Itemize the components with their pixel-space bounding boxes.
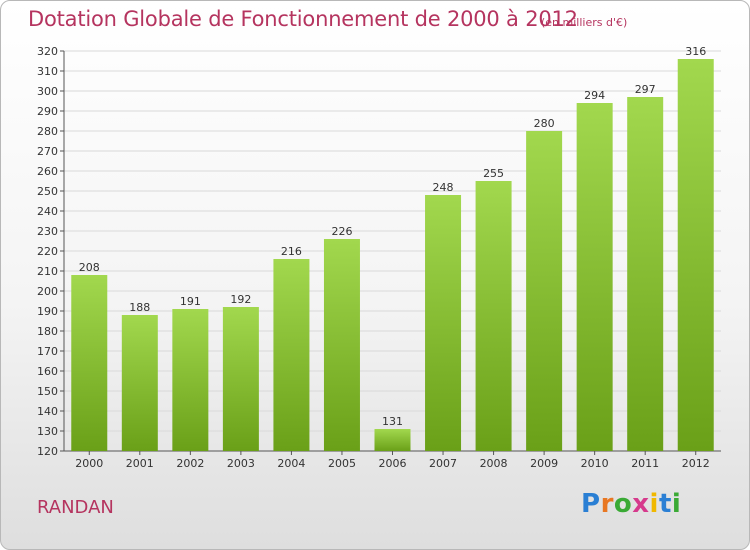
data-label-2004: 216 bbox=[281, 245, 302, 258]
data-label-2000: 208 bbox=[79, 261, 100, 274]
bar-2010 bbox=[576, 103, 613, 451]
x-tick-label-2003: 2003 bbox=[227, 457, 255, 470]
x-tick-label-2000: 2000 bbox=[75, 457, 103, 470]
logo-letter: r bbox=[600, 489, 614, 519]
logo-letter: i bbox=[671, 489, 682, 519]
bar-2003 bbox=[222, 307, 259, 451]
y-tick-label: 260 bbox=[37, 165, 58, 178]
bar-2007 bbox=[425, 195, 462, 451]
data-label-2006: 131 bbox=[382, 415, 403, 428]
y-tick-label: 160 bbox=[37, 365, 58, 378]
commune-name: RANDAN bbox=[37, 497, 114, 518]
y-tick-label: 120 bbox=[37, 445, 58, 458]
y-tick-label: 220 bbox=[37, 245, 58, 258]
x-tick-label-2012: 2012 bbox=[682, 457, 710, 470]
x-tick-label-2009: 2009 bbox=[530, 457, 558, 470]
bar-2009 bbox=[526, 131, 563, 451]
data-label-2011: 297 bbox=[635, 83, 656, 96]
y-tick-label: 290 bbox=[37, 105, 58, 118]
bar-2012 bbox=[677, 59, 714, 451]
x-axis: 2000 2001 2002 2003 2004 2005 2006 2007 2008 2009… bbox=[75, 451, 710, 470]
y-tick-label: 210 bbox=[37, 265, 58, 278]
bars: 208 188 191 192 216 226 131 248 255 280 294 297 316 bbox=[71, 45, 714, 451]
chart-subtitle: (en milliers d'€) bbox=[541, 16, 628, 29]
y-tick-label: 180 bbox=[37, 325, 58, 338]
bar-2008 bbox=[475, 181, 512, 451]
logo-letter: i bbox=[649, 489, 659, 519]
bar-2001 bbox=[121, 315, 158, 451]
data-label-2012: 316 bbox=[685, 45, 706, 58]
data-label-2001: 188 bbox=[129, 301, 150, 314]
y-tick-label: 170 bbox=[37, 345, 58, 358]
x-tick-label-2007: 2007 bbox=[429, 457, 457, 470]
chart-title: Dotation Globale de Fonctionnement de 20… bbox=[28, 7, 578, 31]
logo-letter: o bbox=[613, 489, 633, 519]
bar-2011 bbox=[627, 97, 664, 451]
y-tick-label: 270 bbox=[37, 145, 58, 158]
x-tick-label-2011: 2011 bbox=[631, 457, 659, 470]
bar-2005 bbox=[323, 239, 360, 451]
y-tick-label: 320 bbox=[37, 45, 58, 58]
y-tick-label: 130 bbox=[37, 425, 58, 438]
data-label-2009: 280 bbox=[534, 117, 555, 130]
data-label-2008: 255 bbox=[483, 167, 504, 180]
y-tick-label: 230 bbox=[37, 225, 58, 238]
bar-2006 bbox=[374, 429, 411, 451]
x-tick-label-2001: 2001 bbox=[126, 457, 154, 470]
x-tick-label-2005: 2005 bbox=[328, 457, 356, 470]
y-tick-label: 280 bbox=[37, 125, 58, 138]
data-label-2007: 248 bbox=[433, 181, 454, 194]
data-label-2005: 226 bbox=[331, 225, 352, 238]
x-tick-label-2002: 2002 bbox=[176, 457, 204, 470]
y-tick-label: 140 bbox=[37, 405, 58, 418]
y-tick-label: 150 bbox=[37, 385, 58, 398]
x-tick-label-2008: 2008 bbox=[480, 457, 508, 470]
proxiti-logo: Proxiti bbox=[581, 489, 681, 519]
data-label-2010: 294 bbox=[584, 89, 605, 102]
y-tick-label: 190 bbox=[37, 305, 58, 318]
x-tick-label-2006: 2006 bbox=[379, 457, 407, 470]
bar-2002 bbox=[172, 309, 209, 451]
bar-2004 bbox=[273, 259, 310, 451]
logo-letter: x bbox=[632, 489, 650, 519]
x-tick-label-2010: 2010 bbox=[581, 457, 609, 470]
y-tick-label: 300 bbox=[37, 85, 58, 98]
y-tick-label: 250 bbox=[37, 185, 58, 198]
logo-letter: t bbox=[658, 489, 672, 519]
data-label-2003: 192 bbox=[230, 293, 251, 306]
bar-2000 bbox=[71, 275, 108, 451]
y-tick-label: 310 bbox=[37, 65, 58, 78]
x-tick-label-2004: 2004 bbox=[277, 457, 305, 470]
logo-letter: P bbox=[581, 489, 601, 519]
grid-lines bbox=[64, 50, 721, 432]
y-tick-label: 240 bbox=[37, 205, 58, 218]
y-tick-label: 200 bbox=[37, 285, 58, 298]
data-label-2002: 191 bbox=[180, 295, 201, 308]
